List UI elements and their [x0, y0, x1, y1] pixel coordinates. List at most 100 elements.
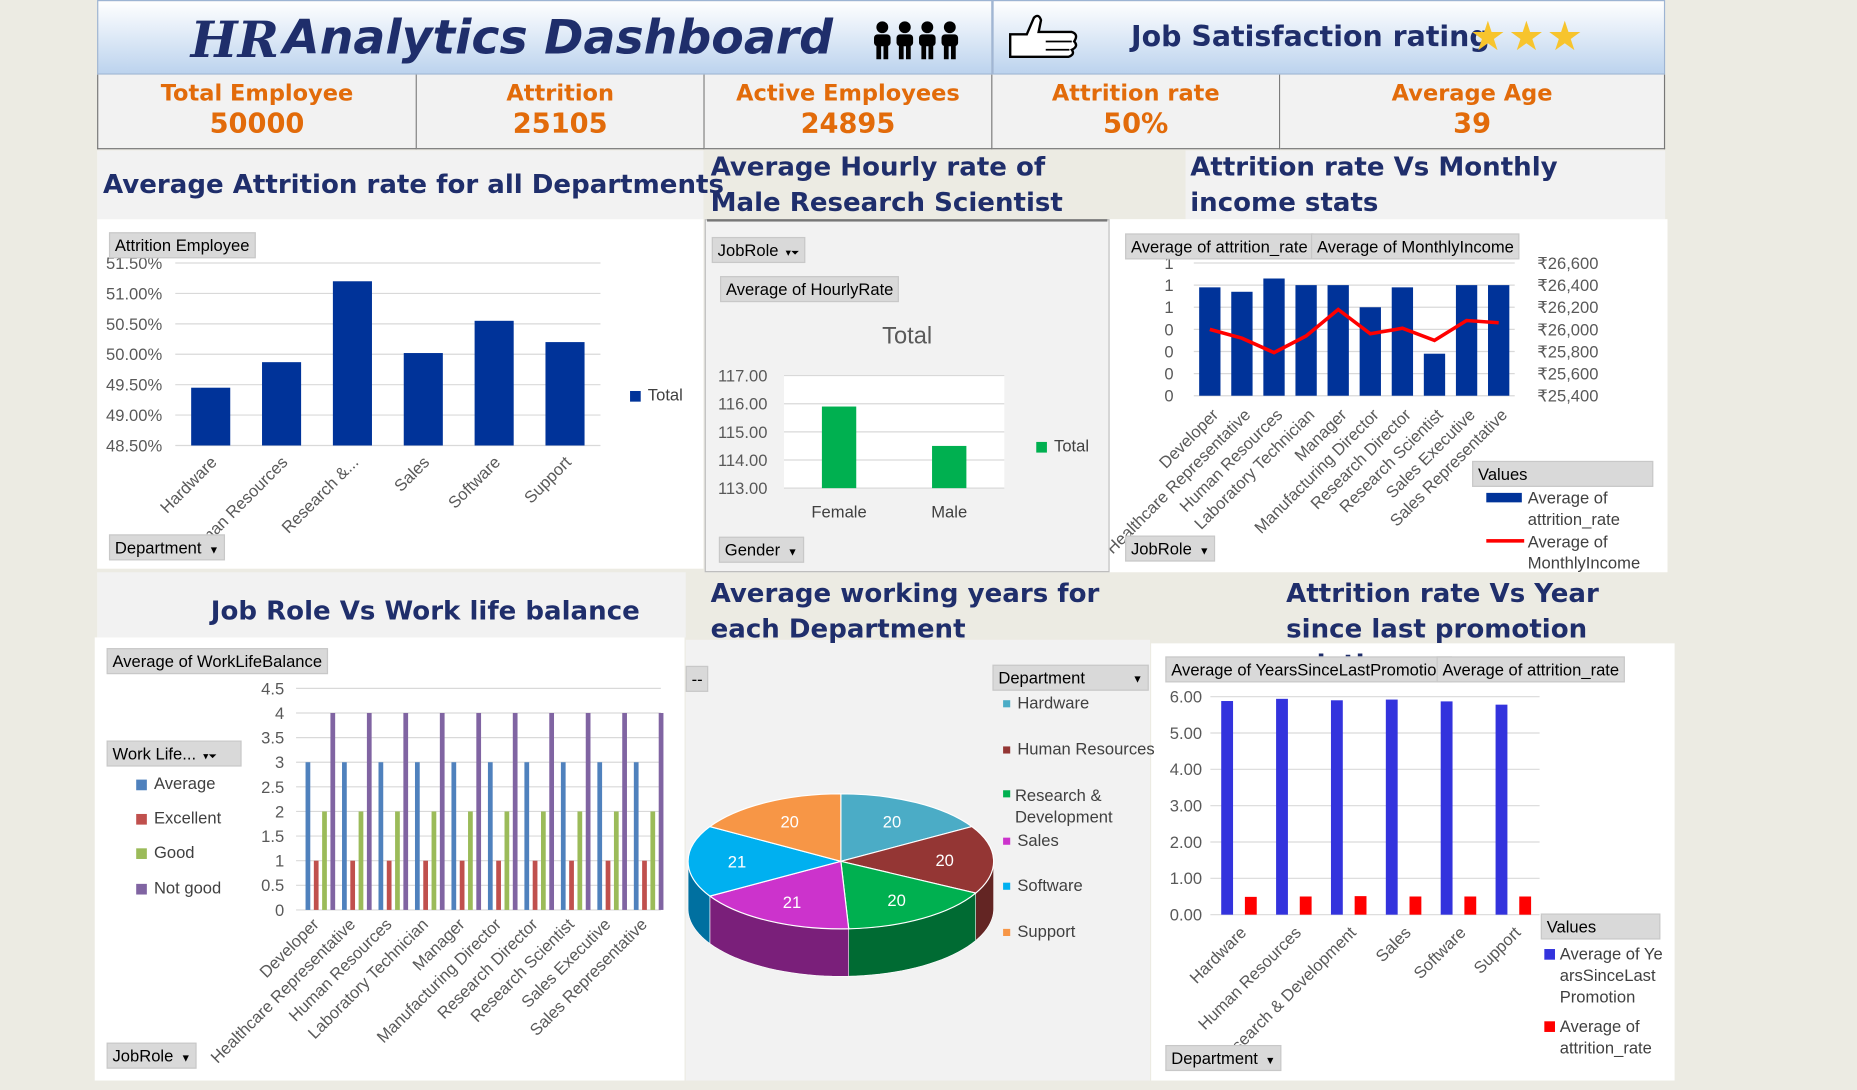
divider: [707, 219, 1108, 222]
x-tick-label: Hardware: [156, 453, 220, 517]
legend-swatch: [136, 848, 147, 859]
legend-label: Support: [1017, 921, 1076, 941]
section-band: [1185, 150, 1666, 220]
y-tick-label: 48.50%: [106, 436, 162, 455]
y-tick-label: 2.5: [261, 778, 284, 797]
bar: [431, 811, 437, 910]
bar: [597, 762, 603, 910]
bar: [305, 762, 311, 910]
attrition-rate-field-button[interactable]: Average of attrition_rate: [1436, 656, 1626, 683]
jobrole-filter-button[interactable]: JobRole ▼: [1125, 535, 1216, 562]
y-tick-label: 50.50%: [106, 315, 162, 334]
y-tick-label: 0: [1164, 365, 1173, 384]
attrition-rate-field-button[interactable]: Average of attrition_rate: [1125, 233, 1314, 260]
bar: [605, 860, 611, 910]
bar: [474, 320, 514, 446]
kpi-total-employee: Total Employee 50000: [97, 74, 417, 150]
legend-swatch: [1003, 700, 1011, 708]
kpi-value: 24895: [800, 109, 896, 140]
bar: [451, 762, 457, 910]
bar: [332, 281, 372, 446]
jobrole-filter-button[interactable]: JobRole ▼: [106, 1042, 197, 1069]
pie-field-button[interactable]: --: [685, 665, 709, 692]
department-filter-button[interactable]: Department ▼: [108, 534, 226, 561]
section-band: [97, 572, 686, 638]
bar: [468, 811, 473, 910]
bar: [1391, 287, 1414, 396]
legend-item: Average of attrition_rate: [1486, 487, 1652, 530]
bar: [366, 712, 372, 910]
legend-label: Hardware: [1017, 693, 1090, 713]
dropdown-arrow-icon: ▼: [1198, 545, 1210, 557]
bar: [423, 860, 429, 910]
kpi-label: Attrition: [506, 80, 615, 107]
legend-label: Average of attrition_rate: [1527, 488, 1620, 529]
section-title: Attrition rate Vs Monthly income stats: [1190, 152, 1558, 219]
section-title: Average Attrition rate for all Departmen…: [103, 170, 724, 201]
department-filter-button[interactable]: Department ▼: [1165, 1044, 1282, 1072]
legend-swatch: [1003, 838, 1011, 846]
hourly-rate-field-button[interactable]: Average of HourlyRate: [720, 276, 900, 303]
kpi-attrition: Attrition 25105: [416, 74, 705, 150]
y-tick-label: 1.00: [1170, 869, 1202, 888]
y-tick-label: 0: [1164, 320, 1173, 339]
bar: [330, 712, 336, 910]
gender-filter-button[interactable]: Gender ▼: [718, 536, 804, 563]
y-tick-label: 4.5: [261, 679, 284, 698]
bar: [642, 860, 647, 910]
bar: [1354, 896, 1367, 915]
bar: [524, 762, 530, 910]
button-label: JobRole: [112, 1046, 174, 1066]
bar: [504, 811, 510, 910]
legend-label: Research & Development: [1014, 785, 1113, 826]
legend-label: Total: [1054, 436, 1090, 455]
legend-label: Sales: [1017, 830, 1059, 850]
kpi-value: 39: [1453, 109, 1492, 140]
x-tick-label: Sales: [1372, 923, 1415, 966]
y-tick-label: 5.00: [1170, 724, 1202, 743]
legend-item: Total: [1036, 436, 1089, 455]
bar: [395, 811, 400, 910]
data-label: 20: [883, 812, 901, 831]
legend-item: Not good: [136, 878, 221, 897]
kpi-value: 50000: [209, 109, 305, 140]
legend-item: Average of YearsSinceLastPromotion: [1544, 943, 1663, 1007]
values-legend-header[interactable]: Values: [1472, 460, 1654, 487]
attrition-income-chart: 0 0 0 0 1 1 1 ₹25,400 ₹25,600 ₹25,800 ₹26,000 ₹26,2…: [1110, 254, 1599, 558]
legend-swatch: [1003, 746, 1011, 754]
y-tick-label: 113.00: [718, 479, 767, 498]
legend-swatch: [136, 883, 147, 895]
legend-item: Sales: [1003, 831, 1059, 850]
kpi-value: 50%: [1103, 109, 1169, 140]
bar: [585, 712, 591, 910]
people-icon: [874, 21, 959, 60]
y-tick-label: 1.5: [261, 827, 284, 846]
department-filter-button[interactable]: Department ▼: [992, 664, 1149, 691]
y-tick-label: 114.00: [718, 451, 767, 470]
worklife-filter-button[interactable]: Work Life... ▾⏷: [106, 740, 242, 767]
x-tick-label: Female: [811, 503, 866, 522]
data-label: 20: [780, 812, 798, 831]
bar: [1199, 287, 1221, 396]
attrition-employee-field-button[interactable]: Attrition Employee: [108, 232, 256, 259]
y-tick-label: 3.00: [1170, 797, 1202, 816]
satisfaction-banner: Job Satisfaction rating ★★★: [992, 0, 1666, 75]
monthly-income-field-button[interactable]: Average of MonthlyIncome: [1311, 233, 1520, 260]
filter-icon: ▾⏷: [203, 749, 218, 762]
legend-item: Hardware: [1003, 693, 1089, 712]
section-title: Attrition rate Vs Year since last promot…: [1286, 579, 1599, 680]
legend-label: Average of MonthlyIncome: [1527, 531, 1641, 573]
values-legend-header[interactable]: Values: [1540, 913, 1661, 940]
x-tick-label: Human Resources: [1194, 923, 1304, 1034]
legend-item: Software: [1003, 876, 1083, 895]
years-promotion-field-button[interactable]: Average of YearsSinceLastPromotion: [1165, 656, 1452, 683]
legend-label: Total: [647, 385, 683, 405]
bar: [1299, 896, 1312, 915]
y-tick-label: 49.50%: [106, 376, 162, 395]
button-label: Department: [1171, 1048, 1258, 1068]
legend-label: Not good: [153, 877, 222, 897]
bar: [1244, 896, 1257, 915]
worklife-field-button[interactable]: Average of WorkLifeBalance: [106, 648, 328, 675]
jobrole-filter-button[interactable]: JobRole ▾⏷: [711, 236, 806, 264]
